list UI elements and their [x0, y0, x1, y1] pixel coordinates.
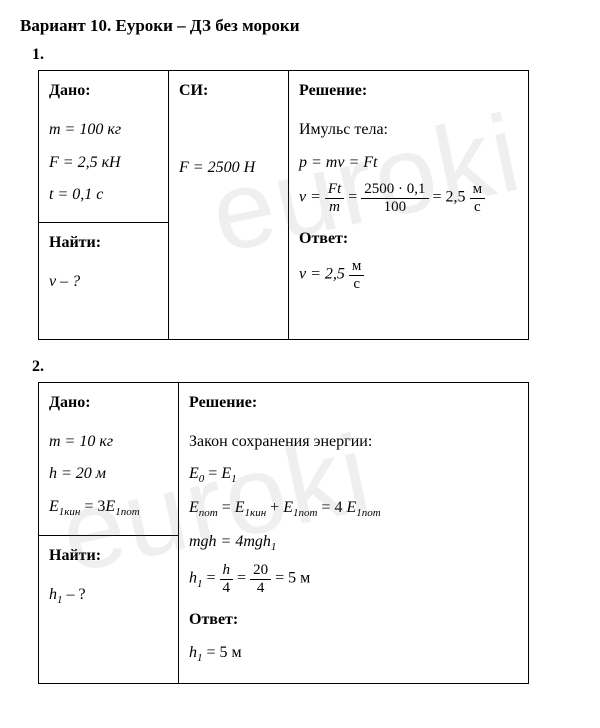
solution-header: Решение: — [299, 77, 518, 106]
answer-header: Ответ: — [299, 225, 518, 254]
problem-1-table: Дано: m = 100 кг F = 2,5 кН t = 0,1 с СИ… — [38, 70, 529, 340]
answer-line: v = 2,5 мс — [299, 258, 518, 292]
find-header: Найти: — [49, 542, 168, 571]
solution-line1: E0 = E1 — [189, 460, 518, 490]
answer-line: h1 = 5 м — [189, 639, 518, 669]
find-header: Найти: — [49, 229, 158, 258]
problem-2-table: Дано: m = 10 кг h = 20 м E1кин = 3E1пот … — [38, 382, 529, 684]
solution-line2: v = Ftm = 2500 · 0,1100 = 2,5 мс — [299, 181, 518, 215]
problem-number: 1. — [32, 46, 580, 64]
solution-intro: Закон сохранения энергии: — [189, 428, 518, 457]
si-F: F = 2500 Н — [179, 159, 255, 176]
solution-intro: Имульс тела: — [299, 116, 518, 145]
given-header: Дано: — [49, 389, 168, 418]
answer-header: Ответ: — [189, 606, 518, 635]
given-m: m = 100 кг — [49, 121, 121, 138]
find-value: h1 – ? — [49, 581, 168, 611]
solution-line1: p = mv = Ft — [299, 154, 377, 171]
given-t: t = 0,1 с — [49, 186, 103, 203]
problem-number: 2. — [32, 358, 580, 376]
given-m: m = 10 кг — [49, 433, 113, 450]
page-title: Вариант 10. Еуроки – ДЗ без мороки — [20, 16, 580, 36]
solution-header: Решение: — [189, 389, 518, 418]
given-h: h = 20 м — [49, 465, 106, 482]
si-header: СИ: — [179, 77, 278, 106]
given-E: E1кин = 3E1пот — [49, 493, 168, 523]
find-value: v – ? — [49, 273, 80, 290]
given-F: F = 2,5 кН — [49, 154, 121, 171]
solution-line4: h1 = h4 = 204 = 5 м — [189, 562, 518, 596]
solution-line3: mgh = 4mgh1 — [189, 528, 518, 558]
solution-line2: Eпот = E1кин + E1пот = 4 E1пот — [189, 494, 518, 524]
given-header: Дано: — [49, 77, 158, 106]
